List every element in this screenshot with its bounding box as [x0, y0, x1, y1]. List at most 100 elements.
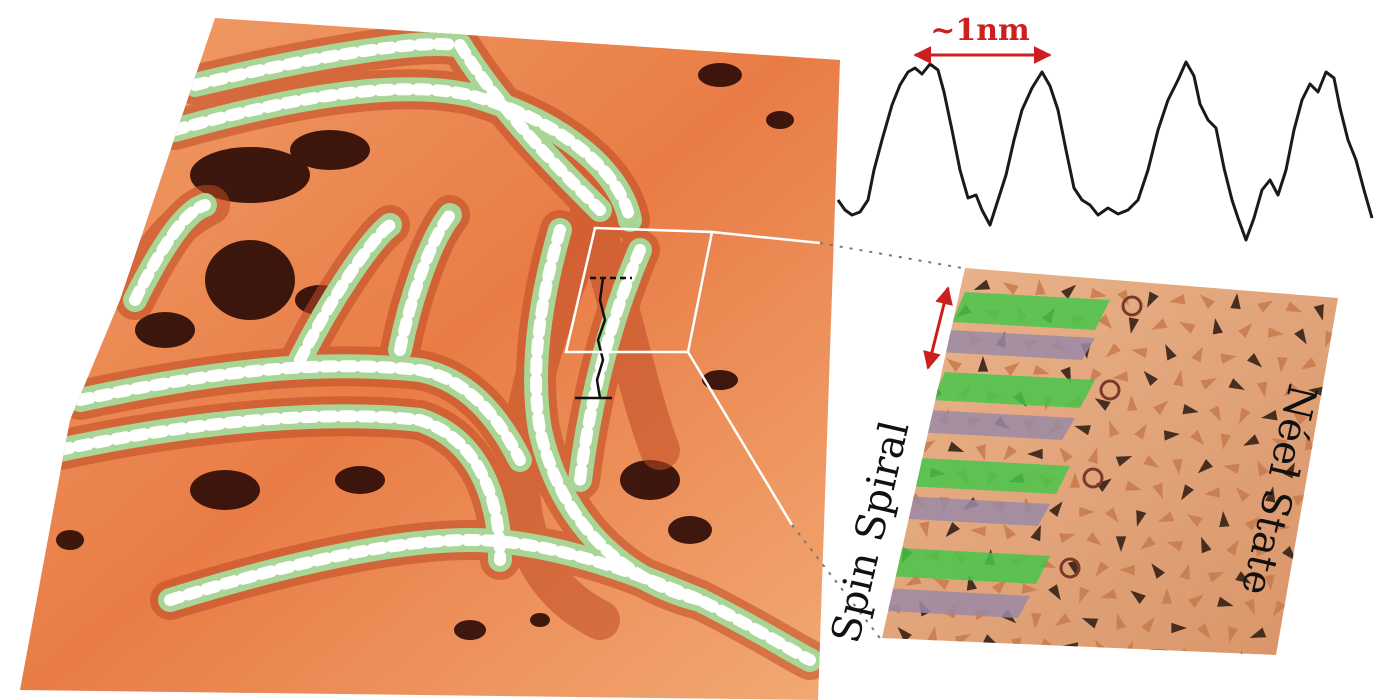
spin-cone	[895, 354, 906, 372]
spin-cone	[1204, 487, 1221, 498]
spin-model-inset	[882, 268, 1338, 655]
spin-cone	[1054, 613, 1071, 626]
spin-cone	[1127, 395, 1138, 412]
spin-cone	[1191, 346, 1203, 363]
spin-cone	[1095, 561, 1109, 577]
spin-cone	[1153, 400, 1169, 415]
spin-cone	[1238, 322, 1253, 338]
spin-cone	[1096, 478, 1112, 492]
spin-cone	[1283, 382, 1298, 398]
spin-cone	[1002, 282, 1019, 295]
spin-cone	[1112, 371, 1129, 382]
spin-cone	[1128, 317, 1140, 334]
spin-cone	[1143, 455, 1160, 468]
spin-cone	[1094, 398, 1111, 411]
spin-cone	[1264, 574, 1275, 591]
spin-cone	[1271, 438, 1288, 450]
spin-cone	[1087, 447, 1098, 464]
spin-cone	[1172, 458, 1183, 475]
spin-cone	[1140, 536, 1156, 550]
period-arrow	[923, 286, 953, 370]
spin-cone	[1217, 596, 1234, 607]
spin-cone	[1255, 546, 1272, 557]
spin-cone	[1131, 347, 1148, 359]
spin-cone	[1228, 626, 1239, 643]
spin-cone	[1030, 524, 1041, 542]
spin-cone	[1165, 344, 1177, 361]
spin-cone	[1186, 514, 1203, 527]
spin-cone	[1151, 649, 1168, 655]
spin-cone	[1136, 510, 1147, 527]
spin-cone	[1212, 318, 1223, 335]
spin-cone	[945, 522, 960, 538]
spin-cone	[1143, 370, 1158, 386]
spin-cone	[1245, 516, 1261, 531]
spin-cone	[1086, 532, 1102, 546]
spin-cone	[1115, 456, 1133, 467]
spin-spiral-rows	[882, 292, 1110, 618]
spin-cone	[1098, 314, 1113, 330]
profile-cut-marker	[575, 276, 632, 400]
spin-cone	[1115, 536, 1127, 552]
spin-cone	[1239, 407, 1251, 424]
spin-cone	[1069, 472, 1081, 488]
spin-cone	[1003, 445, 1017, 461]
spin-cone	[1235, 571, 1252, 584]
spin-cone	[1300, 357, 1317, 370]
spin-cone	[1179, 563, 1190, 580]
spin-cone	[1220, 433, 1232, 450]
spin-cone	[1059, 533, 1076, 544]
spin-cone	[882, 381, 887, 394]
spin-cone	[883, 328, 894, 345]
line-profile: ~1nm	[836, 13, 1374, 242]
spin-cone	[1179, 322, 1196, 334]
spin-cone	[1152, 482, 1163, 500]
spin-cone	[1100, 588, 1117, 599]
spin-cone	[1105, 507, 1119, 523]
spin-cone	[911, 407, 924, 424]
zoom-connector-dotted	[791, 242, 963, 639]
spin-cone	[1283, 462, 1295, 479]
spin-cone	[921, 275, 935, 291]
spin-cone	[1035, 279, 1046, 296]
spin-cone	[1172, 370, 1184, 387]
spin-cone	[1267, 327, 1284, 338]
spin-cone	[1277, 356, 1288, 373]
spin-cone	[1105, 343, 1121, 358]
spin-cone	[1021, 583, 1038, 594]
spin-cone	[1130, 590, 1146, 604]
spin-cone	[977, 356, 989, 372]
spin-cone	[1261, 410, 1278, 421]
spin-cone	[1207, 652, 1219, 655]
spin-cone	[1161, 588, 1173, 604]
spin-cone	[1090, 287, 1107, 299]
spin-cone	[973, 279, 991, 290]
spin-cone	[1243, 434, 1260, 446]
spin-cone	[1117, 289, 1129, 306]
spin-cone	[911, 329, 925, 345]
spin-cone	[1291, 410, 1307, 425]
spin-cone	[882, 573, 893, 590]
spin-cone	[1197, 459, 1213, 474]
spin-cone	[1249, 627, 1267, 638]
spin-cone	[1166, 541, 1183, 552]
spin-cone	[1282, 546, 1297, 562]
zoom-region-box	[564, 226, 821, 526]
spin-cone	[970, 526, 987, 537]
spin-cone	[1274, 519, 1291, 531]
spin-cone	[1228, 378, 1245, 390]
surface-defects	[56, 63, 794, 640]
spin-cone	[1147, 291, 1159, 308]
spin-cone	[1163, 430, 1180, 441]
spin-cone	[1151, 318, 1168, 330]
spin-cone	[1257, 300, 1274, 313]
spin-cone	[992, 578, 1007, 594]
spin-cone	[1257, 460, 1269, 477]
spin-cone	[1313, 304, 1324, 321]
stm-topograph	[20, 18, 963, 700]
spin-cone	[1003, 523, 1016, 540]
spin-cone	[1151, 563, 1165, 579]
spin-cone	[1004, 362, 1020, 376]
spin-cone	[1247, 353, 1263, 368]
